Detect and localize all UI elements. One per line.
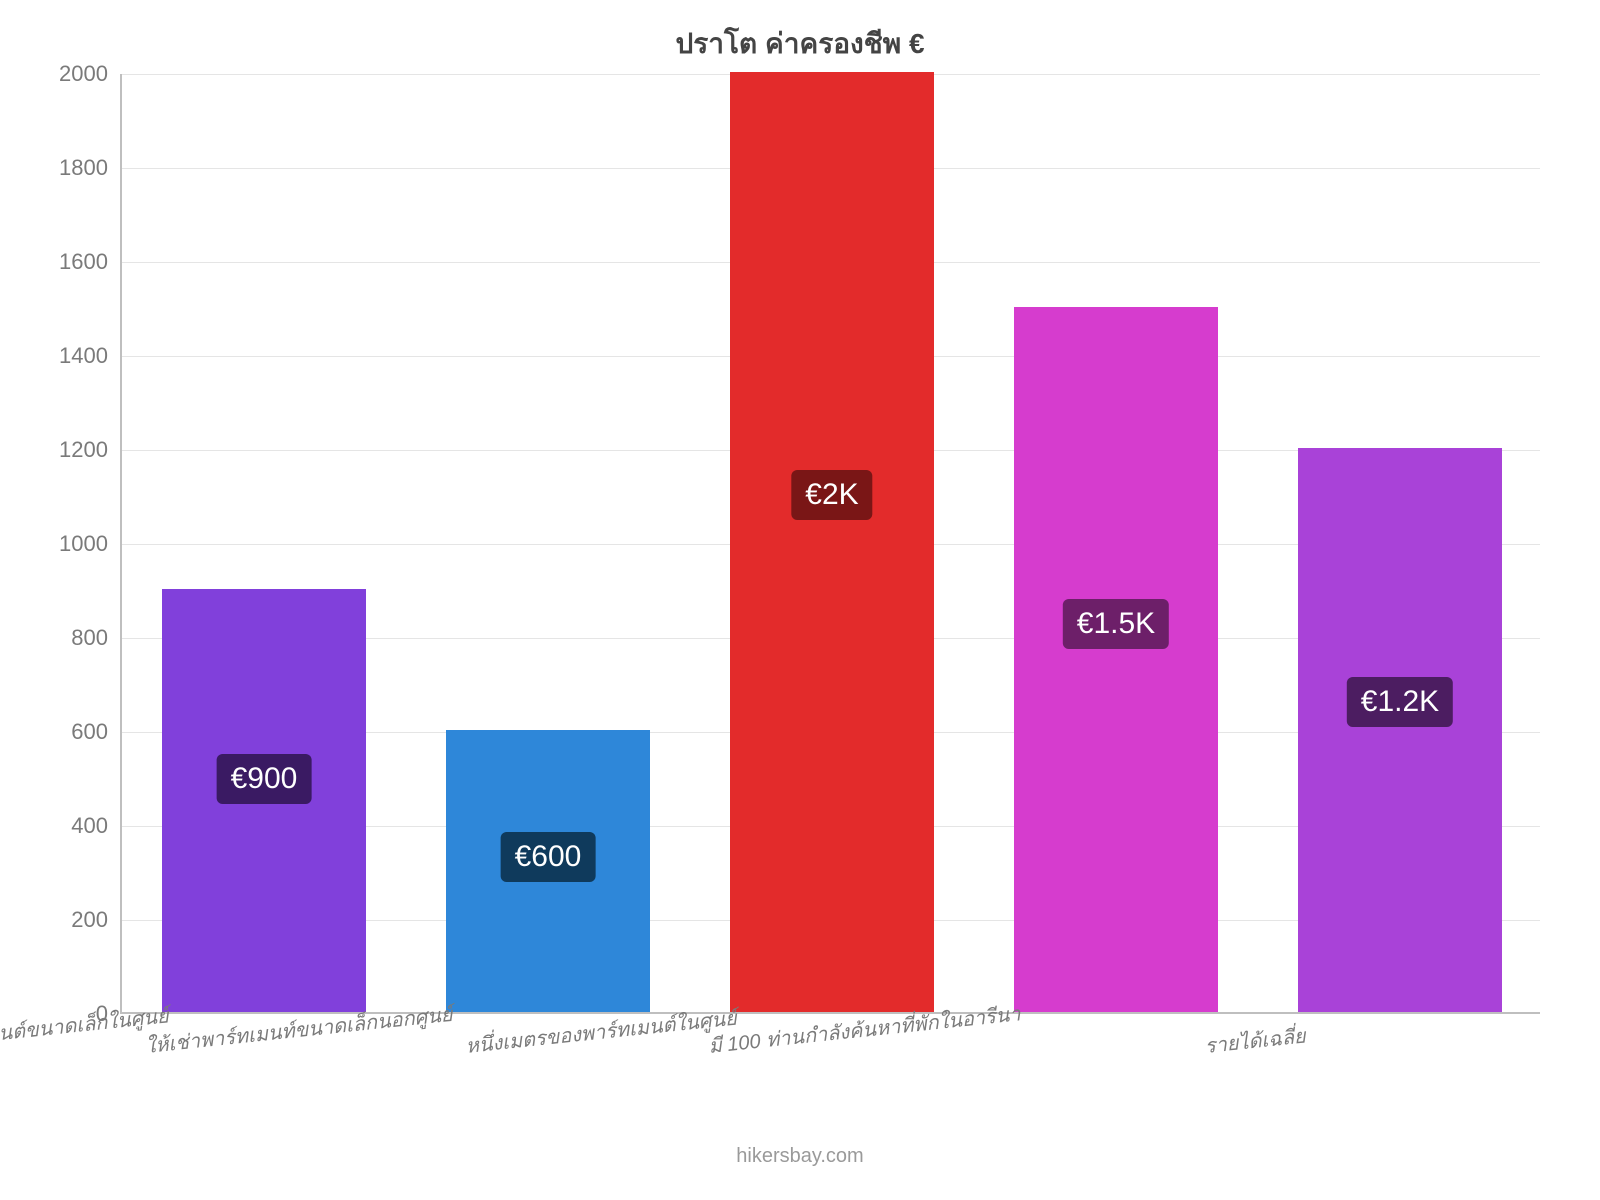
x-tick-label: รายได้เฉลี่ย bbox=[1203, 1020, 1307, 1062]
bar: €2K bbox=[730, 72, 934, 1012]
y-tick-label: 1800 bbox=[59, 155, 108, 181]
y-tick-label: 800 bbox=[71, 625, 108, 651]
footer-credit: hikersbay.com bbox=[0, 1145, 1600, 1168]
chart-container: ปราโต ค่าครองชีพ € €900 €600 €2K €1.5K €1.2K… bbox=[0, 0, 1600, 1200]
bar-value-label: €1.5K bbox=[1063, 599, 1169, 649]
y-tick-label: 1600 bbox=[59, 249, 108, 275]
y-tick-label: 1200 bbox=[59, 437, 108, 463]
y-tick-label: 400 bbox=[71, 813, 108, 839]
bar-value-label: €900 bbox=[217, 754, 312, 804]
bars-layer: €900 €600 €2K €1.5K €1.2K bbox=[122, 74, 1540, 1012]
bar: €1.5K bbox=[1014, 307, 1218, 1012]
plot-area: €900€600€2K€1.5K€1.2K 020040060080010001… bbox=[120, 74, 1540, 1014]
y-tick-label: 1000 bbox=[59, 531, 108, 557]
bar-value-label: €1.2K bbox=[1347, 677, 1453, 727]
chart-title: ปราโต ค่าครองชีพ € bbox=[0, 22, 1600, 66]
y-tick-label: 1400 bbox=[59, 343, 108, 369]
bar: €600 bbox=[446, 730, 650, 1012]
y-tick-label: 2000 bbox=[59, 61, 108, 87]
bar-value-label: €600 bbox=[501, 832, 596, 882]
bar-value-label: €2K bbox=[791, 470, 872, 520]
bar: €900 bbox=[162, 589, 366, 1012]
bar: €1.2K bbox=[1298, 448, 1502, 1012]
y-tick-label: 200 bbox=[71, 907, 108, 933]
y-tick-label: 600 bbox=[71, 719, 108, 745]
